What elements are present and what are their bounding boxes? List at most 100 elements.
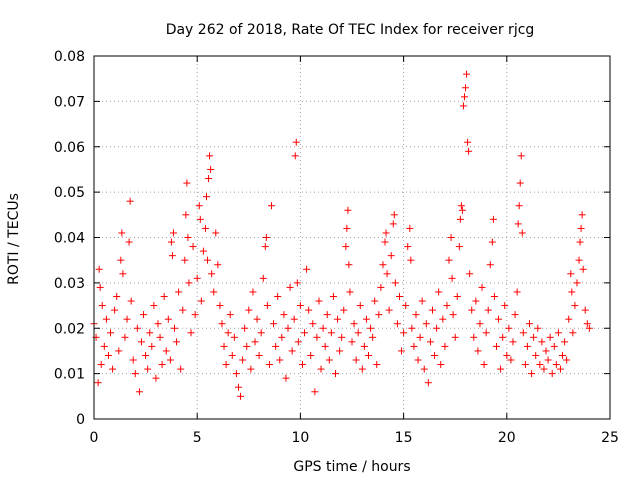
data-point: [387, 252, 395, 260]
data-point: [482, 329, 490, 337]
data-point: [220, 342, 228, 350]
data-point: [286, 283, 294, 291]
data-point: [261, 243, 269, 251]
data-point: [532, 351, 540, 359]
data-point: [191, 311, 199, 319]
data-point: [453, 292, 461, 300]
data-point: [199, 247, 207, 255]
x-axis-label: GPS time / hours: [293, 459, 410, 475]
data-point: [166, 356, 174, 364]
data-point: [441, 342, 449, 350]
data-point: [571, 302, 579, 310]
data-point: [253, 315, 261, 323]
data-point: [360, 342, 368, 350]
data-point: [317, 365, 325, 373]
data-point: [296, 302, 304, 310]
data-point: [346, 288, 354, 296]
data-point: [509, 338, 517, 346]
plot-frame: [93, 55, 611, 420]
data-point: [137, 338, 145, 346]
data-point: [119, 270, 127, 278]
data-point: [585, 324, 593, 332]
data-point: [123, 315, 131, 323]
data-point: [486, 261, 494, 269]
data-point: [154, 320, 162, 328]
data-point: [554, 329, 562, 337]
data-point: [431, 351, 439, 359]
data-point: [278, 333, 286, 341]
data-point: [530, 333, 538, 341]
data-point: [389, 220, 397, 228]
data-point: [148, 342, 156, 350]
y-tick-label: 0.08: [54, 49, 85, 65]
x-tick-label: 0: [90, 430, 99, 446]
data-point: [104, 351, 112, 359]
data-point: [569, 329, 577, 337]
data-point: [420, 365, 428, 373]
data-point: [383, 270, 391, 278]
data-point: [575, 256, 583, 264]
data-point: [567, 270, 575, 278]
data-point: [247, 365, 255, 373]
data-point: [327, 329, 335, 337]
data-point: [170, 324, 178, 332]
data-point: [424, 379, 432, 387]
data-point: [183, 179, 191, 187]
data-point: [255, 351, 263, 359]
data-point: [115, 347, 123, 355]
data-point: [507, 356, 515, 364]
data-point: [468, 306, 476, 314]
data-point: [336, 347, 344, 355]
data-point: [447, 234, 455, 241]
y-tick-label: 0.07: [54, 94, 85, 110]
data-point: [237, 392, 245, 400]
data-point: [456, 215, 464, 223]
data-point: [140, 311, 148, 319]
y-tick-label: 0: [76, 412, 85, 428]
data-point: [205, 175, 213, 183]
y-tick-label: 0.01: [54, 367, 85, 383]
data-point: [548, 370, 556, 378]
data-point: [568, 288, 576, 296]
data-point: [117, 256, 125, 264]
data-point: [449, 311, 457, 319]
data-point: [462, 84, 470, 92]
data-point: [270, 320, 278, 328]
data-point: [573, 279, 581, 287]
data-point: [426, 338, 434, 346]
grid: [94, 56, 610, 419]
data-point: [251, 338, 259, 346]
data-point: [499, 333, 507, 341]
data-point: [576, 238, 584, 246]
data-point: [404, 243, 412, 251]
data-point: [362, 315, 370, 323]
data-point: [325, 356, 333, 364]
x-tick-label: 10: [291, 430, 309, 446]
data-point: [489, 215, 497, 223]
data-point: [315, 297, 323, 305]
data-point: [196, 215, 204, 223]
data-point: [369, 333, 377, 341]
data-point: [111, 306, 119, 314]
data-point: [173, 338, 181, 346]
data-point: [344, 206, 352, 214]
data-point: [445, 256, 453, 264]
data-point: [365, 351, 373, 359]
data-point: [484, 306, 492, 314]
data-point: [513, 288, 521, 296]
data-point: [391, 279, 399, 287]
data-point: [208, 270, 216, 278]
data-point: [243, 342, 251, 350]
data-point: [167, 238, 175, 246]
data-point: [181, 256, 189, 264]
data-point: [319, 324, 327, 332]
data-point: [222, 361, 230, 369]
data-point: [517, 152, 525, 160]
data-point: [338, 333, 346, 341]
data-point: [265, 361, 273, 369]
data-point: [448, 274, 456, 282]
data-point: [561, 338, 569, 346]
data-point: [422, 320, 430, 328]
data-point: [146, 329, 154, 337]
